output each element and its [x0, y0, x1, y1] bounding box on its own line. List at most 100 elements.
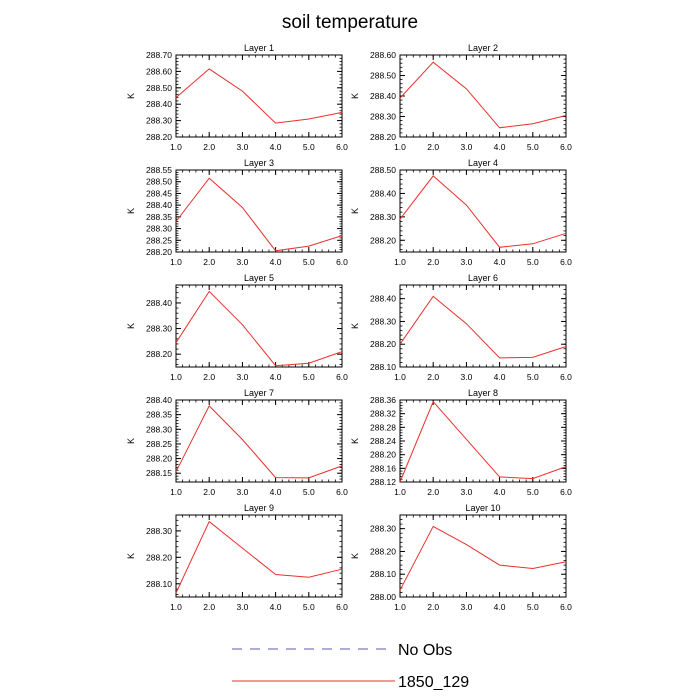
x-tick-label: 2.0	[203, 487, 215, 497]
y-axis-label: K	[126, 553, 136, 559]
y-axis-label: K	[126, 93, 136, 99]
y-tick-label: 288.30	[146, 424, 172, 434]
y-tick-label: 288.20	[370, 235, 396, 245]
y-tick-label: 288.55	[146, 165, 172, 175]
x-tick-label: 2.0	[203, 142, 215, 152]
y-tick-label: 288.10	[370, 569, 396, 579]
x-tick-label: 3.0	[236, 257, 248, 267]
x-tick-label: 6.0	[336, 372, 348, 382]
x-tick-label: 2.0	[203, 372, 215, 382]
x-tick-label: 5.0	[303, 142, 315, 152]
y-tick-label: 288.40	[146, 99, 172, 109]
series-line-1850-129	[399, 61, 567, 129]
series-line-1850-129	[399, 400, 567, 483]
y-tick-label: 288.50	[146, 83, 172, 93]
x-tick-label: 1.0	[170, 257, 182, 267]
y-tick-label: 288.35	[146, 212, 172, 222]
y-tick-label: 288.60	[370, 50, 396, 60]
y-tick-label: 288.70	[146, 50, 172, 60]
y-tick-label: 288.30	[146, 526, 172, 536]
panel-title: Layer 4	[468, 158, 498, 168]
series-line-1850-129	[175, 405, 343, 479]
panel-title: Layer 8	[468, 388, 498, 398]
plot-frame	[399, 399, 567, 483]
y-tick-label: 288.20	[146, 454, 172, 464]
plot-frame	[175, 169, 343, 253]
y-tick-label: 288.40	[370, 91, 396, 101]
panel-layer-2: Layer 2 K 1.0 2.0 3.0 4.0 5.0 6.0 288.20 288.30 28…	[350, 43, 572, 152]
legend: No Obs 1850_129	[232, 642, 469, 691]
x-tick-label: 5.0	[303, 602, 315, 612]
x-tick-label: 4.0	[494, 257, 506, 267]
y-tick-label: 288.45	[146, 188, 172, 198]
y-tick-label: 288.20	[146, 349, 172, 359]
series-line-1850-129	[175, 68, 343, 124]
series-line-1850-129	[175, 520, 343, 594]
panel-title: Layer 2	[468, 43, 498, 53]
plot-frame	[175, 54, 343, 138]
y-tick-label: 288.20	[370, 546, 396, 556]
x-tick-label: 2.0	[427, 487, 439, 497]
y-axis-label: K	[350, 323, 360, 329]
x-tick-label: 3.0	[236, 487, 248, 497]
x-tick-label: 4.0	[270, 142, 282, 152]
x-tick-label: 1.0	[394, 487, 406, 497]
y-tick-label: 288.20	[370, 339, 396, 349]
y-axis-label: K	[350, 208, 360, 214]
x-tick-label: 5.0	[527, 257, 539, 267]
panel-layer-5: Layer 5 K 1.0 2.0 3.0 4.0 5.0 6.0 288.20 288.30 28…	[126, 273, 348, 382]
y-tick-label: 288.50	[146, 177, 172, 187]
y-tick-label: 288.20	[370, 450, 396, 460]
y-axis-label: K	[126, 323, 136, 329]
y-tick-label: 288.40	[370, 294, 396, 304]
x-tick-label: 4.0	[270, 257, 282, 267]
y-axis-label: K	[350, 93, 360, 99]
y-tick-label: 288.30	[370, 316, 396, 326]
y-tick-label: 288.50	[370, 71, 396, 81]
y-tick-label: 288.10	[146, 579, 172, 589]
y-tick-label: 288.50	[370, 165, 396, 175]
legend-label-1850-129: 1850_129	[398, 674, 469, 691]
y-tick-label: 288.28	[370, 422, 396, 432]
y-tick-label: 288.30	[370, 212, 396, 222]
y-tick-label: 288.16	[370, 463, 396, 473]
panel-layer-10: Layer 10 K 1.0 2.0 3.0 4.0 5.0 6.0 288.00 288.10 2…	[350, 503, 572, 612]
x-tick-label: 4.0	[270, 602, 282, 612]
panel-title: Layer 1	[244, 43, 274, 53]
x-tick-label: 5.0	[303, 372, 315, 382]
x-tick-label: 6.0	[560, 487, 572, 497]
x-tick-label: 6.0	[336, 142, 348, 152]
x-tick-label: 3.0	[460, 257, 472, 267]
series-line-1850-129	[399, 525, 567, 591]
y-tick-label: 288.20	[370, 132, 396, 142]
x-tick-label: 1.0	[394, 142, 406, 152]
y-tick-label: 288.20	[146, 552, 172, 562]
series-line-1850-129	[175, 290, 343, 367]
panel-title: Layer 6	[468, 273, 498, 283]
panel-layer-8: Layer 8 K 1.0 2.0 3.0 4.0 5.0 6.0 288.12 288.16 28…	[350, 388, 572, 497]
x-tick-label: 3.0	[460, 487, 472, 497]
y-tick-label: 288.40	[146, 200, 172, 210]
series-line-1850-129	[399, 295, 567, 359]
x-tick-label: 1.0	[394, 602, 406, 612]
figure-title: soil temperature	[282, 12, 418, 33]
panel-title: Layer 3	[244, 158, 274, 168]
plot-frame	[399, 514, 567, 598]
y-tick-label: 288.60	[146, 66, 172, 76]
series-line-1850-129	[175, 177, 343, 252]
x-tick-label: 1.0	[170, 602, 182, 612]
panel-layer-4: Layer 4 K 1.0 2.0 3.0 4.0 5.0 6.0 288.20 288.30 28…	[350, 158, 572, 267]
x-tick-label: 4.0	[270, 372, 282, 382]
x-tick-label: 1.0	[394, 372, 406, 382]
y-tick-label: 288.40	[146, 395, 172, 405]
plot-frame	[175, 514, 343, 598]
x-tick-label: 6.0	[336, 487, 348, 497]
y-tick-label: 288.40	[146, 298, 172, 308]
panel-title: Layer 9	[244, 503, 274, 513]
panel-layer-7: Layer 7 K 1.0 2.0 3.0 4.0 5.0 6.0 288.15 288.20 28…	[126, 388, 348, 497]
x-tick-label: 5.0	[527, 142, 539, 152]
x-tick-label: 2.0	[203, 602, 215, 612]
x-tick-label: 1.0	[394, 257, 406, 267]
x-tick-label: 3.0	[236, 602, 248, 612]
panel-layer-3: Layer 3K1.0 2.0 3.0 4.0 5.0 6.0288.20288.2528…	[126, 158, 348, 267]
